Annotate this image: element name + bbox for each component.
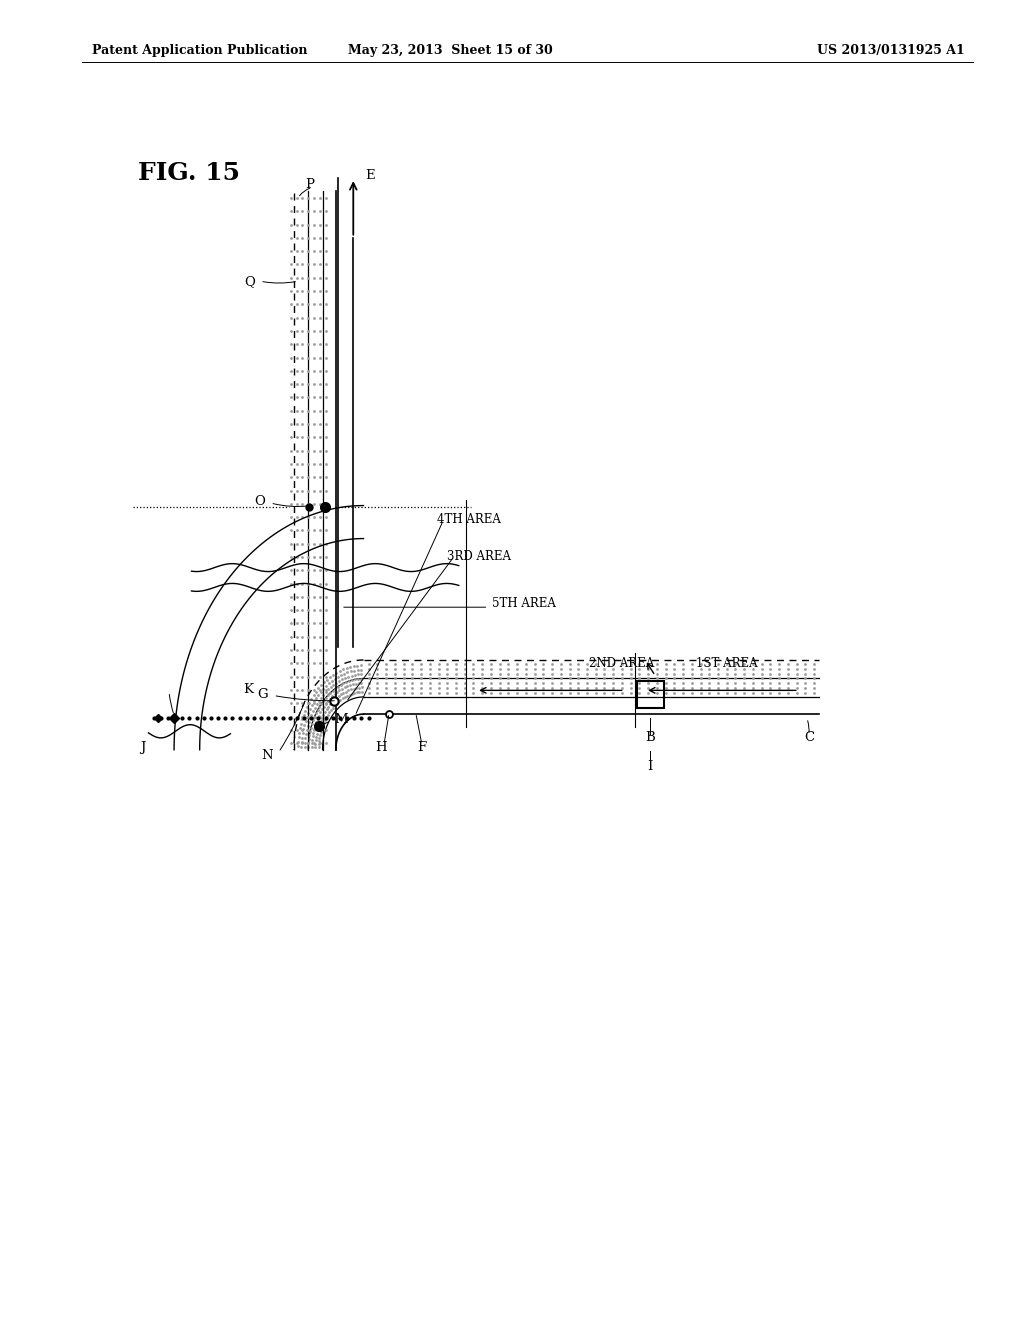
Text: 1ST AREA: 1ST AREA xyxy=(696,656,758,669)
Text: 4TH AREA: 4TH AREA xyxy=(437,512,501,525)
Text: I: I xyxy=(647,760,653,774)
Bar xyxy=(637,681,664,708)
Text: P: P xyxy=(305,178,313,191)
Text: M: M xyxy=(335,713,348,726)
Text: C: C xyxy=(804,731,814,744)
Text: 5TH AREA: 5TH AREA xyxy=(492,597,555,610)
Text: H: H xyxy=(375,741,387,754)
Text: F: F xyxy=(418,741,426,754)
Text: G: G xyxy=(258,688,268,701)
Text: 2ND AREA: 2ND AREA xyxy=(589,656,654,669)
Text: Q: Q xyxy=(244,275,255,288)
Text: May 23, 2013  Sheet 15 of 30: May 23, 2013 Sheet 15 of 30 xyxy=(348,44,553,57)
Text: E: E xyxy=(365,169,375,182)
Text: FIG. 15: FIG. 15 xyxy=(138,161,241,185)
Text: US 2013/0131925 A1: US 2013/0131925 A1 xyxy=(817,44,965,57)
Text: O: O xyxy=(254,495,265,508)
Text: J: J xyxy=(140,741,145,754)
Text: N: N xyxy=(262,748,273,762)
Text: Patent Application Publication: Patent Application Publication xyxy=(92,44,307,57)
Text: K: K xyxy=(243,682,253,696)
Text: 3RD AREA: 3RD AREA xyxy=(447,549,512,562)
Text: B: B xyxy=(645,731,655,744)
